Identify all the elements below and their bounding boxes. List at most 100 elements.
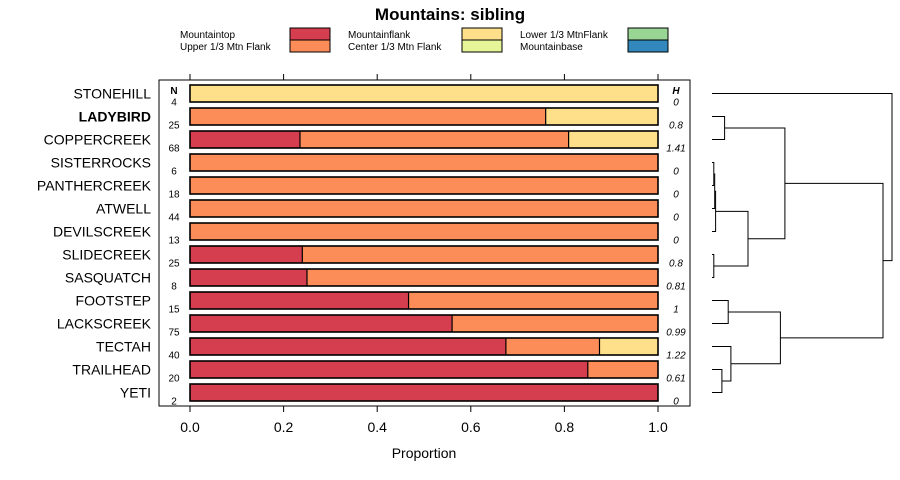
bar-outline — [189, 383, 659, 402]
legend-item: Lower 1/3 MtnFlank — [520, 27, 669, 41]
bar-segment — [190, 154, 658, 171]
bar-outline — [189, 291, 659, 310]
bar-segment — [545, 108, 658, 125]
dendrogram-branch — [780, 182, 884, 339]
h-value: 0.8 — [669, 259, 683, 270]
category-label: FOOTSTEP — [76, 293, 151, 309]
bar-row: DEVILSCREEK 13 0 — [53, 222, 679, 247]
bar-outline — [189, 268, 659, 287]
bar-segment — [587, 361, 658, 378]
x-tick-label: 0.2 — [274, 419, 294, 435]
legend-swatch — [627, 27, 669, 41]
bar-segment — [505, 338, 600, 355]
n-value: 25 — [168, 121, 180, 132]
bar-segment — [408, 292, 658, 309]
x-tick-label: 0.6 — [461, 419, 481, 435]
bar-segment — [190, 384, 658, 401]
bar-segment — [307, 269, 658, 286]
bar-segment — [190, 338, 506, 355]
bar-row: LADYBIRD 25 0.8 — [79, 107, 683, 132]
legend-label: Mountainbase — [520, 42, 583, 53]
h-column-header: H — [672, 86, 680, 97]
n-value: 15 — [168, 305, 180, 316]
category-label: STONEHILL — [73, 86, 151, 102]
bar-segment — [190, 200, 658, 217]
n-column-header: N — [170, 86, 177, 97]
h-value: 0.99 — [666, 328, 686, 339]
x-axis: 0.0 0.2 0.4 0.6 0.8 1.0 — [180, 74, 668, 435]
n-value: 44 — [168, 213, 180, 224]
bar-row: PANTHERCREEK 18 0 — [37, 176, 679, 201]
dendrogram-branch — [712, 116, 726, 140]
h-value: 0.8 — [669, 121, 683, 132]
legend-swatch — [461, 39, 503, 53]
plot-frame — [158, 79, 691, 407]
legend-swatch — [461, 27, 503, 41]
bar-outline — [189, 130, 659, 149]
bar-segment — [190, 361, 588, 378]
n-value: 25 — [168, 259, 180, 270]
dendrogram-branch — [712, 369, 723, 393]
bar-segment — [190, 315, 453, 332]
bar-row: SISTERROCKS 6 0 — [51, 153, 679, 178]
dendrogram-branch — [712, 254, 715, 278]
h-value: 0 — [673, 190, 679, 201]
bar-segment — [599, 338, 658, 355]
dendrogram-branch — [712, 300, 729, 324]
bar-segment — [302, 246, 658, 263]
legend-label: Mountainflank — [348, 30, 411, 41]
x-axis-title: Proportion — [392, 445, 457, 461]
legend-label: Mountaintop — [180, 30, 235, 41]
category-label: SASQUATCH — [65, 270, 151, 286]
legend-swatch — [627, 39, 669, 53]
legend-item: Mountaintop — [180, 27, 331, 41]
bar-segment — [568, 131, 658, 148]
n-value: 68 — [168, 144, 180, 155]
h-value: 0 — [673, 98, 679, 109]
bar-outline — [189, 360, 659, 379]
h-value: 1.22 — [666, 351, 686, 362]
category-label: TECTAH — [96, 339, 151, 355]
bar-row: SLIDECREEK 25 0.8 — [62, 245, 683, 270]
bar-row: TRAILHEAD 20 0.61 — [72, 360, 686, 385]
bar-outline — [189, 153, 659, 172]
bar-segment — [190, 246, 303, 263]
h-value: 1 — [673, 305, 679, 316]
bar-row: LACKSCREEK 75 0.99 — [57, 314, 686, 339]
n-value: 6 — [171, 167, 177, 178]
category-label: TRAILHEAD — [72, 362, 151, 378]
bar-row: FOOTSTEP 15 1 — [76, 291, 679, 316]
category-label: PANTHERCREEK — [37, 178, 152, 194]
bar-outline — [189, 107, 659, 126]
h-value: 0 — [673, 236, 679, 247]
bar-row: TECTAH 40 1.22 — [96, 337, 686, 362]
category-label: COPPERCREEK — [44, 132, 152, 148]
n-value: 2 — [171, 397, 177, 408]
n-value: 8 — [171, 282, 177, 293]
n-value: 75 — [168, 328, 180, 339]
n-value: 13 — [168, 236, 180, 247]
x-tick-label: 0.0 — [180, 419, 200, 435]
dendrogram-branch — [728, 311, 781, 365]
dendrogram-branch — [712, 93, 893, 262]
bar-segment — [190, 85, 658, 102]
bar-segment — [190, 177, 658, 194]
legend-label: Upper 1/3 Mtn Flank — [180, 42, 272, 53]
bar-row: STONEHILL 4 0 — [73, 84, 679, 109]
bar-outline — [189, 84, 659, 103]
h-value: 0 — [673, 213, 679, 224]
category-label: YETI — [120, 385, 151, 401]
category-label: DEVILSCREEK — [53, 224, 152, 240]
bar-outline — [189, 176, 659, 195]
legend-item: Center 1/3 Mtn Flank — [348, 39, 503, 53]
category-label: LACKSCREEK — [57, 316, 152, 332]
n-value: 18 — [168, 190, 180, 201]
dendrogram-branch — [713, 210, 749, 267]
bar-segment — [190, 223, 658, 240]
bar-row: SASQUATCH 8 0.81 — [65, 268, 686, 293]
legend-item: Mountainflank — [348, 27, 503, 41]
bar-segment — [190, 292, 409, 309]
legend-swatch — [289, 39, 331, 53]
